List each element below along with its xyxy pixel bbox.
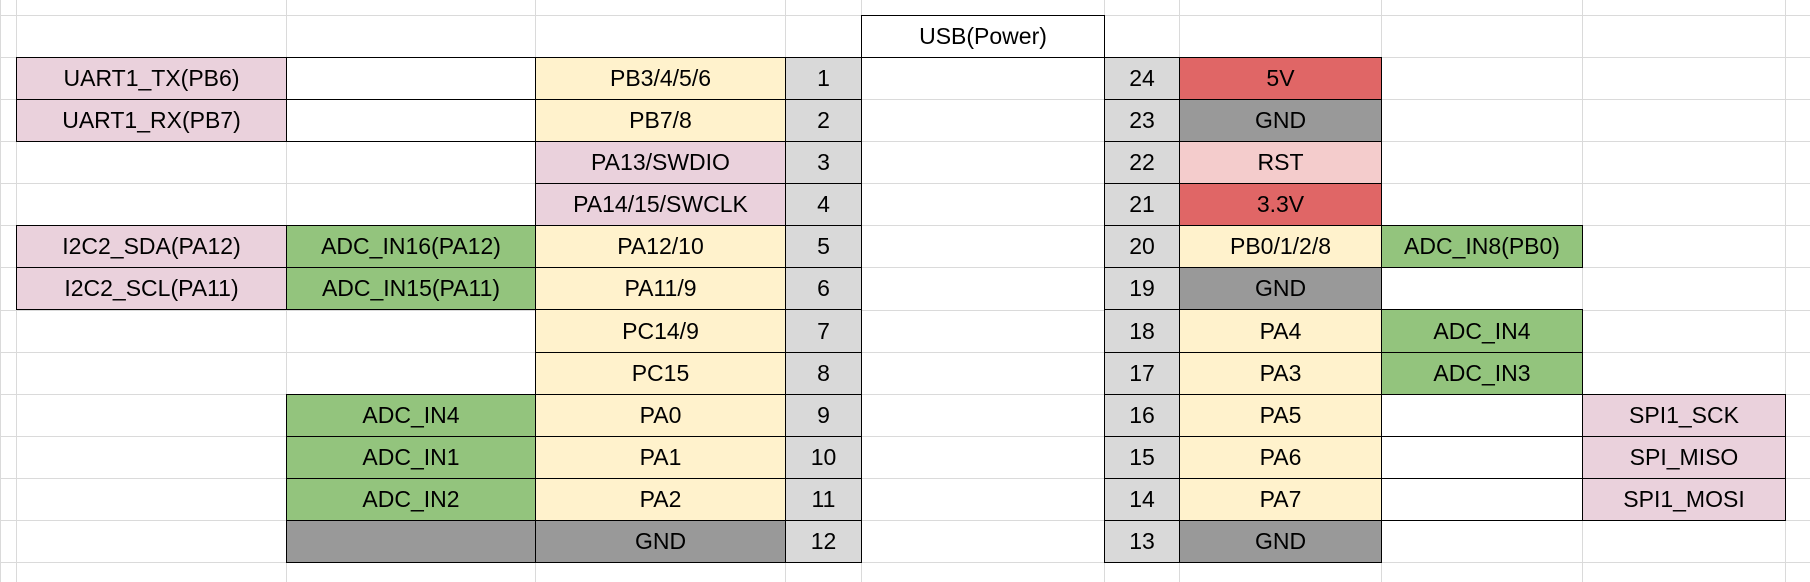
grid-row-line [0,435,1810,437]
grid-row-line [0,393,1810,395]
grid-row-line [0,99,1810,101]
right-port-cell[interactable]: PA4 [1179,309,1382,353]
left-pin-number[interactable]: 11 [785,477,862,521]
left-function-cell[interactable]: UART1_TX(PB6) [16,57,287,101]
right-port-cell[interactable]: GND [1179,267,1382,311]
grid-row-line [0,267,1810,269]
right-port-cell[interactable]: PB0/1/2/8 [1179,225,1382,269]
right-pin-number[interactable]: 18 [1104,309,1180,353]
left-function-cell[interactable]: I2C2_SDA(PA12) [16,225,287,269]
grid-row-line [0,519,1810,521]
right-port-cell[interactable]: PA6 [1179,435,1382,479]
usb-power-header[interactable]: USB(Power) [861,15,1105,58]
grid-column-line [1582,0,1583,582]
left-pin-number[interactable]: 10 [785,435,862,479]
left-adc-cell[interactable]: ADC_IN15(PA11) [286,267,536,311]
left-port-cell[interactable]: PC15 [535,351,786,395]
left-adc-cell[interactable] [286,57,536,101]
right-pin-number[interactable]: 20 [1104,225,1180,269]
right-pin-number[interactable]: 14 [1104,477,1180,521]
left-pin-number[interactable]: 1 [785,57,862,101]
right-function-cell[interactable]: SPI_MISO [1582,435,1786,479]
grid-row-line [0,562,1810,564]
left-pin-number[interactable]: 2 [785,99,862,143]
grid-row-line [0,309,1810,311]
right-port-cell[interactable]: 3.3V [1179,183,1382,227]
right-port-cell[interactable]: GND [1179,99,1382,143]
left-port-cell[interactable]: GND [535,519,786,563]
left-port-cell[interactable]: PA2 [535,477,786,521]
left-function-cell[interactable]: I2C2_SCL(PA11) [16,267,287,311]
left-pin-number[interactable]: 5 [785,225,862,269]
left-adc-cell[interactable] [286,99,536,143]
left-port-cell[interactable]: PB7/8 [535,99,786,143]
left-function-cell[interactable]: UART1_RX(PB7) [16,99,287,143]
left-pin-number[interactable]: 9 [785,393,862,437]
left-adc-cell[interactable]: ADC_IN16(PA12) [286,225,536,269]
left-adc-cell[interactable]: ADC_IN2 [286,477,536,521]
left-adc-cell[interactable]: ADC_IN4 [286,393,536,437]
right-port-cell[interactable]: PA5 [1179,393,1382,437]
right-port-cell[interactable]: GND [1179,519,1382,563]
right-adc-cell[interactable] [1381,393,1583,437]
right-pin-number[interactable]: 15 [1104,435,1180,479]
right-pin-number[interactable]: 21 [1104,183,1180,227]
left-pin-number[interactable]: 8 [785,351,862,395]
right-pin-number[interactable]: 19 [1104,267,1180,311]
left-port-cell[interactable]: PA11/9 [535,267,786,311]
right-adc-cell[interactable] [1381,477,1583,521]
right-adc-cell[interactable]: ADC_IN3 [1381,351,1583,395]
right-pin-number[interactable]: 22 [1104,141,1180,185]
left-port-cell[interactable]: PA1 [535,435,786,479]
grid-row-line [0,183,1810,185]
grid-row-line [0,225,1810,227]
left-port-cell[interactable]: PB3/4/5/6 [535,57,786,101]
right-pin-number[interactable]: 13 [1104,519,1180,563]
grid-column-line [1785,0,1786,582]
left-pin-number[interactable]: 6 [785,267,862,311]
grid-row-line [0,351,1810,353]
left-pin-number[interactable]: 7 [785,309,862,353]
grid-column-line [0,0,1,582]
left-adc-cell[interactable]: ADC_IN1 [286,435,536,479]
left-adc-cell[interactable] [286,519,536,563]
right-adc-cell[interactable] [1381,435,1583,479]
right-adc-cell[interactable]: ADC_IN8(PB0) [1381,225,1583,269]
right-function-cell[interactable]: SPI1_MOSI [1582,477,1786,521]
right-port-cell[interactable]: PA7 [1179,477,1382,521]
right-port-cell[interactable]: 5V [1179,57,1382,101]
left-pin-number[interactable]: 4 [785,183,862,227]
right-pin-number[interactable]: 16 [1104,393,1180,437]
grid-row-line [0,477,1810,479]
right-port-cell[interactable]: RST [1179,141,1382,185]
right-pin-number[interactable]: 17 [1104,351,1180,395]
right-function-cell[interactable]: SPI1_SCK [1582,393,1786,437]
right-port-cell[interactable]: PA3 [1179,351,1382,395]
left-port-cell[interactable]: PA14/15/SWCLK [535,183,786,227]
right-pin-number[interactable]: 24 [1104,57,1180,101]
left-pin-number[interactable]: 3 [785,141,862,185]
right-pin-number[interactable]: 23 [1104,99,1180,143]
left-port-cell[interactable]: PC14/9 [535,309,786,353]
left-port-cell[interactable]: PA0 [535,393,786,437]
grid-row-line [0,141,1810,143]
left-pin-number[interactable]: 12 [785,519,862,563]
left-port-cell[interactable]: PA13/SWDIO [535,141,786,185]
right-adc-cell[interactable]: ADC_IN4 [1381,309,1583,353]
left-port-cell[interactable]: PA12/10 [535,225,786,269]
